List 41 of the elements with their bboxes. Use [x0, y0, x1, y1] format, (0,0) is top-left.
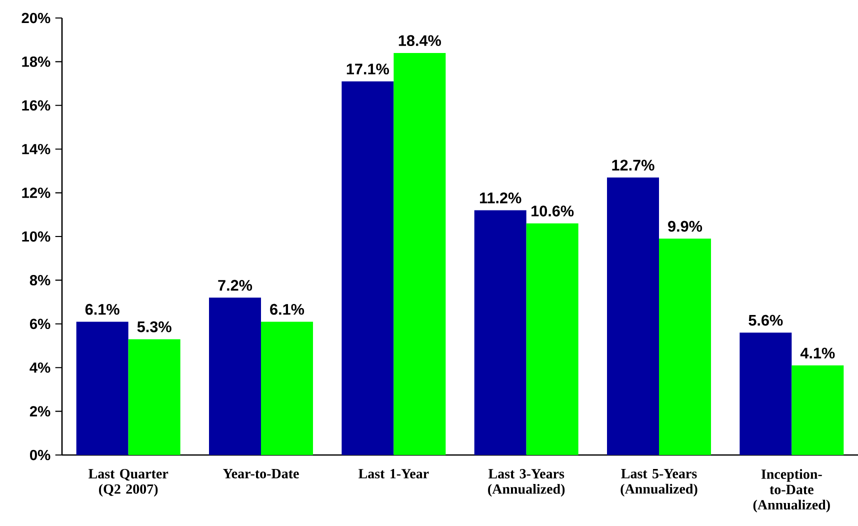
bar [76, 322, 128, 456]
bar [659, 238, 711, 456]
y-tick-label: 0% [30, 450, 50, 460]
y-tick-label: 4% [30, 362, 50, 373]
data-label: 17.1% [346, 64, 389, 74]
data-label: 5.6% [748, 314, 783, 326]
data-label: 6.1% [270, 304, 304, 315]
data-label: 4.1% [800, 348, 835, 358]
y-tick-label: 2% [30, 406, 50, 416]
data-label: 9.9% [668, 220, 702, 232]
bar [394, 52, 446, 456]
y-tick-label: 18% [22, 56, 50, 67]
data-label: 10.6% [532, 206, 574, 216]
data-label: 5.3% [137, 321, 172, 332]
data-label: 12.7% [612, 160, 654, 171]
bar [607, 178, 659, 456]
data-label: 11.2% [480, 192, 522, 204]
x-tick-label: Last 3-Years (Annualized) [488, 469, 565, 497]
y-tick-label: 10% [22, 231, 50, 242]
y-tick-label: 12% [22, 188, 50, 198]
bar [342, 81, 394, 456]
y-tick-label: 8% [30, 275, 50, 286]
bar [128, 339, 180, 456]
x-tick-label: Inception-to-Date (Annualized) [753, 469, 830, 512]
data-label: 18.4% [398, 35, 441, 46]
bar [209, 298, 261, 456]
y-tick-label: 20% [22, 12, 50, 24]
bar [474, 210, 526, 456]
y-tick-label: 6% [30, 318, 50, 330]
x-tick-label: Last 5-Years (Annualized) [620, 469, 698, 497]
y-tick-label: 16% [22, 100, 50, 111]
x-tick-label: Year-to-Date [223, 469, 299, 478]
y-tick-label: 14% [22, 144, 50, 154]
bar [792, 365, 844, 456]
bar [526, 223, 578, 456]
data-label: 7.2% [218, 280, 252, 291]
x-tick-label: Last 1-Year [358, 469, 429, 478]
data-label: 6.1% [85, 304, 120, 315]
x-tick-label: Last Quarter (Q2 2007) [88, 469, 168, 497]
bar [740, 332, 792, 456]
bar [261, 322, 313, 456]
